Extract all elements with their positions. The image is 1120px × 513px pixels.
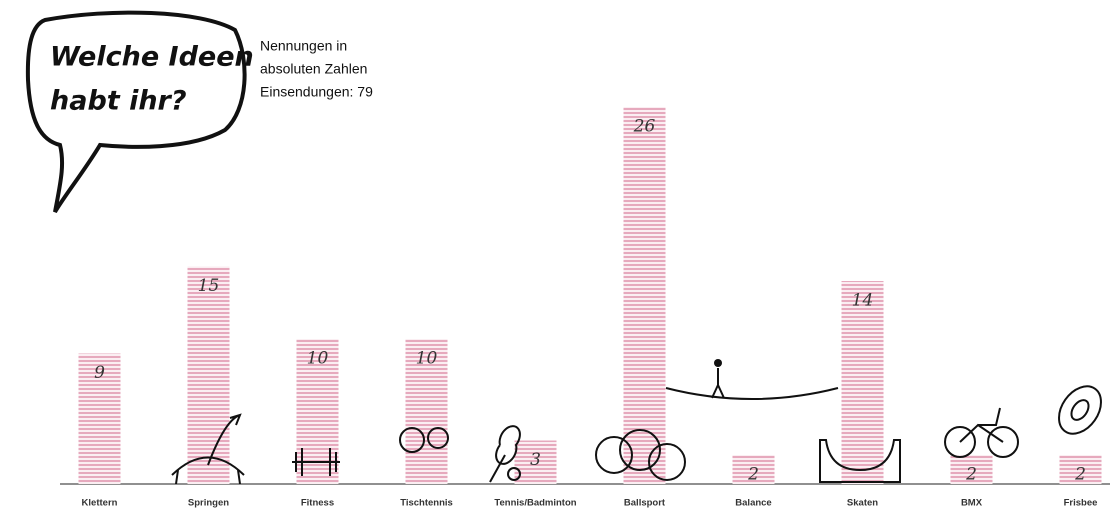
- bar: [78, 353, 121, 484]
- note: Nennungen in: [260, 38, 347, 54]
- bar: [732, 455, 775, 484]
- bar: [296, 339, 339, 484]
- x-tick-label: Klettern: [82, 498, 118, 509]
- data-label: 26: [633, 117, 656, 137]
- note: Einsendungen: 79: [260, 84, 373, 100]
- data-label: 2: [747, 465, 759, 485]
- data-label: 14: [852, 291, 874, 311]
- bar: [841, 281, 884, 484]
- data-label: 9: [94, 363, 105, 383]
- data-label: 10: [307, 349, 329, 369]
- bar: [405, 339, 448, 484]
- bar: [514, 440, 557, 484]
- note: absoluten Zahlen: [260, 61, 367, 77]
- bubble-text: habt ihr?: [50, 86, 187, 117]
- bar: [1059, 455, 1102, 484]
- bar: [187, 266, 230, 484]
- data-label: 15: [198, 276, 220, 296]
- x-tick-label: Balance: [735, 498, 771, 509]
- x-tick-label: Tennis/Badminton: [494, 498, 576, 509]
- speech-bubble: [25, 10, 247, 214]
- data-label: 2: [965, 465, 977, 485]
- x-tick-label: Skaten: [847, 498, 878, 509]
- data-label: 3: [530, 450, 541, 470]
- data-label: 2: [1074, 465, 1086, 485]
- bar: [950, 455, 993, 484]
- icons: [171, 359, 1102, 485]
- bubble-text: Welche Ideen: [50, 42, 254, 73]
- x-tick-label: Tischtennis: [400, 498, 453, 509]
- x-tick-label: Fitness: [301, 498, 334, 509]
- bar: [623, 107, 666, 484]
- data-label: 10: [416, 349, 438, 369]
- x-tick-label: Springen: [188, 498, 229, 509]
- x-tick-label: Frisbee: [1064, 498, 1098, 509]
- x-tick-label: BMX: [961, 498, 983, 509]
- x-tick-label: Ballsport: [624, 498, 666, 509]
